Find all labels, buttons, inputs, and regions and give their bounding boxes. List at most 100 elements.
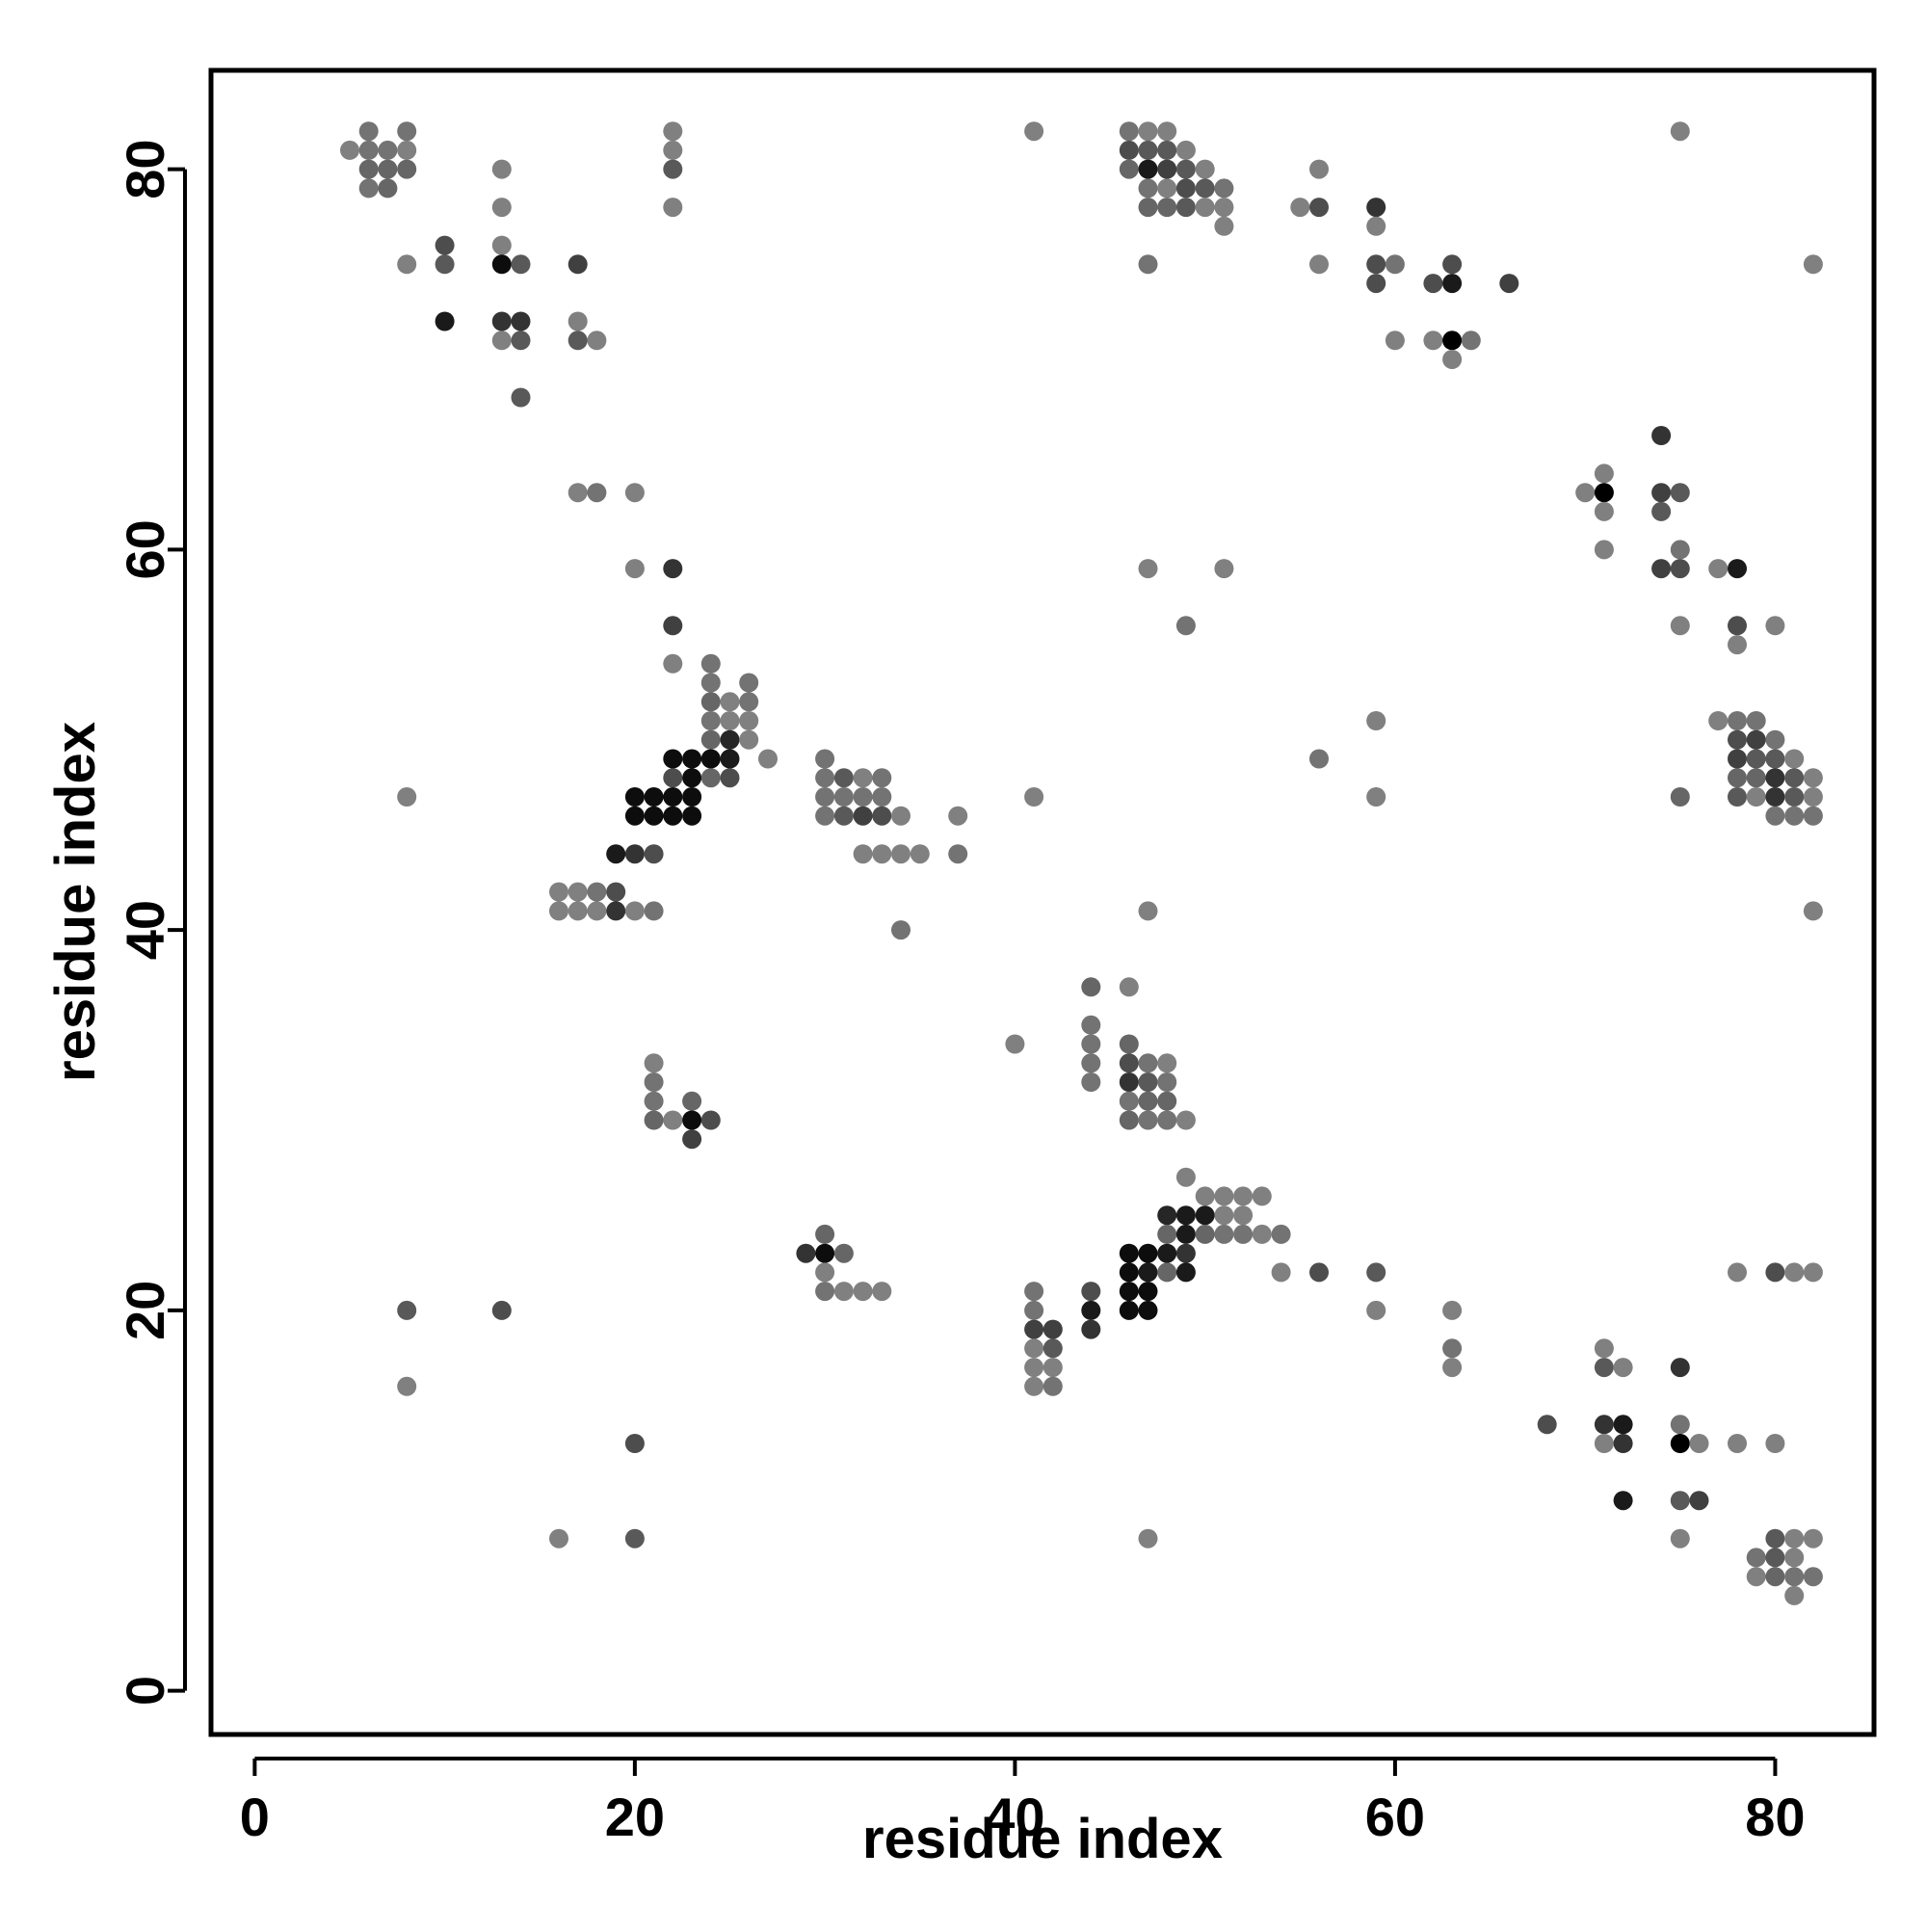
contact-point (815, 1282, 835, 1302)
contact-point (1765, 749, 1785, 769)
contact-point (1442, 254, 1463, 275)
contact-point (1081, 1319, 1101, 1339)
contact-point (720, 768, 740, 788)
contact-point (1157, 1072, 1177, 1092)
contact-point (682, 787, 702, 807)
contact-point (700, 1110, 721, 1130)
contact-point (1728, 1262, 1747, 1283)
contact-point (1746, 729, 1766, 750)
contact-point (624, 1528, 645, 1548)
contact-point (1005, 1034, 1025, 1054)
contact-point (1175, 1167, 1196, 1187)
contact-point (720, 692, 740, 712)
contact-point (644, 901, 664, 921)
contact-point (491, 254, 512, 275)
contact-point (1157, 1243, 1177, 1263)
contact-point (891, 920, 911, 940)
contact-point (1157, 198, 1177, 218)
contact-point (1803, 254, 1823, 275)
contact-point (663, 140, 683, 160)
y-axis: 0 20 40 60 80 (115, 139, 187, 1706)
contact-point (1175, 616, 1196, 636)
contact-point (397, 140, 417, 160)
contact-point (1195, 159, 1215, 179)
contact-point (549, 901, 568, 921)
contact-point (1081, 1300, 1101, 1320)
contact-point (1765, 1262, 1785, 1283)
contact-point (1214, 198, 1234, 218)
contact-point (663, 806, 683, 826)
contact-point (1195, 178, 1215, 198)
contact-point (796, 1243, 816, 1263)
contact-point (910, 844, 930, 864)
contact-point (587, 901, 607, 921)
contact-point (1119, 159, 1139, 179)
contact-point (1784, 1528, 1805, 1548)
contact-point (1138, 901, 1158, 921)
contact-point (1119, 1091, 1139, 1111)
contact-point (491, 311, 512, 331)
x-axis: 0 20 40 60 80 (240, 1757, 1806, 1847)
contact-point (1138, 121, 1158, 142)
contact-point (739, 692, 759, 712)
contact-point (1784, 749, 1805, 769)
contact-point (815, 806, 835, 826)
contact-point (1728, 729, 1747, 750)
contact-point (1119, 1034, 1139, 1054)
contact-point (1271, 1262, 1291, 1283)
contact-point (815, 768, 835, 788)
contact-point (1024, 1358, 1044, 1378)
contact-point (511, 254, 531, 275)
contact-point (1765, 1567, 1785, 1587)
contact-point (1138, 1053, 1158, 1073)
contact-point (644, 1110, 664, 1130)
contact-point (872, 768, 892, 788)
contact-point (1175, 1224, 1196, 1244)
contact-point (624, 901, 645, 921)
contact-point (1670, 1528, 1690, 1548)
contact-point (891, 844, 911, 864)
contact-point (663, 559, 683, 579)
contact-point (1784, 1567, 1805, 1587)
contact-point (1024, 1338, 1044, 1359)
contact-point (1043, 1376, 1063, 1396)
contact-point (1765, 729, 1785, 750)
contact-point (1024, 787, 1044, 807)
contact-point (1803, 787, 1823, 807)
contact-point (1233, 1205, 1254, 1226)
contact-point (815, 1243, 835, 1263)
contact-point (624, 787, 645, 807)
contact-point (1728, 768, 1747, 788)
contact-point (1214, 216, 1234, 236)
contact-point (739, 729, 759, 750)
contact-point (491, 235, 512, 255)
contact-point (700, 749, 721, 769)
contact-point (587, 331, 607, 351)
contact-point (1366, 1262, 1386, 1283)
contact-point (1119, 1300, 1139, 1320)
contact-point (1670, 559, 1690, 579)
contact-point (568, 882, 588, 902)
contact-point (833, 787, 854, 807)
contact-point (663, 768, 683, 788)
y-tick-label: 20 (115, 1281, 175, 1340)
contact-point (1746, 1548, 1766, 1568)
contact-point (682, 749, 702, 769)
contact-point (378, 178, 398, 198)
contact-point (511, 387, 531, 408)
contact-point (1138, 1282, 1158, 1302)
contact-point (739, 673, 759, 693)
x-tick-label: 80 (1745, 1786, 1805, 1847)
contact-point (720, 749, 740, 769)
contact-point (663, 749, 683, 769)
contact-point (1138, 1243, 1158, 1263)
contact-point (1157, 1091, 1177, 1111)
contact-point (1290, 198, 1310, 218)
contact-point (1138, 1091, 1158, 1111)
contact-point (872, 1282, 892, 1302)
contact-point (1594, 540, 1614, 560)
contact-point (1024, 1300, 1044, 1320)
contact-point (397, 1300, 417, 1320)
contact-point (948, 806, 968, 826)
contact-point (700, 768, 721, 788)
